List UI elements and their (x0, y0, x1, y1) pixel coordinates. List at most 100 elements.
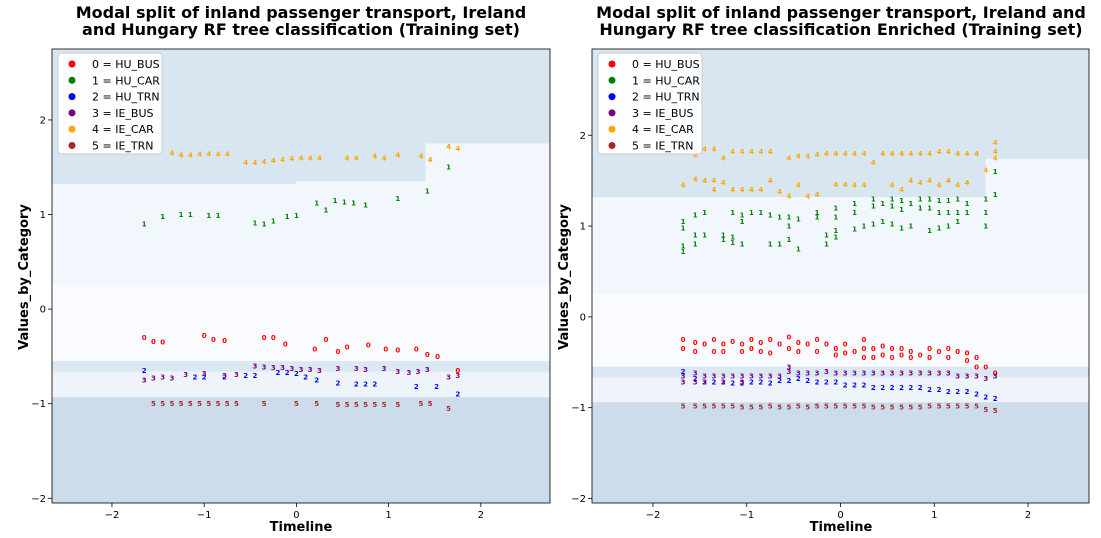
chart-right-point-class-4-7: 4 (711, 186, 716, 194)
chart-right-point-class-0-29: 0 (843, 341, 848, 349)
chart-right-point-class-0-12: 0 (749, 336, 754, 344)
chart-right-point-class-5-21: 5 (880, 403, 885, 411)
chart-left-point-class-3-6: 3 (222, 372, 227, 380)
chart-left-point-class-4-5: 4 (206, 151, 211, 159)
chart-right-point-class-0-47: 0 (927, 354, 932, 362)
chart-right-point-class-0-50: 0 (946, 354, 951, 362)
chart-right-region-class-0 (592, 294, 1089, 367)
chart-right-point-class-4-17: 4 (758, 186, 763, 194)
chart-right-point-class-2-23: 2 (899, 384, 904, 392)
chart-right-point-class-0-43: 0 (908, 348, 913, 356)
chart-left-point-class-1-10: 1 (294, 212, 299, 220)
chart-right-point-class-4-21: 4 (786, 155, 791, 163)
chart-left-legend-marker-2 (68, 93, 76, 101)
chart-right-point-class-0-23: 0 (805, 341, 810, 349)
chart-right-point-class-1-62: 1 (946, 209, 951, 217)
chart-left-point-class-5-18: 5 (382, 401, 387, 409)
chart-right-point-class-3-32: 3 (927, 370, 932, 378)
chart-right-point-class-4-42: 4 (899, 150, 904, 158)
chart-left-point-class-5-15: 5 (354, 401, 359, 409)
chart-left-point-class-2-3: 2 (222, 374, 227, 382)
chart-left-point-class-5-7: 5 (216, 400, 221, 408)
chart-right-point-class-1-56: 1 (927, 204, 932, 212)
chart-right-point-class-4-62: 4 (993, 155, 998, 163)
chart-left-x-tick-label: 0 (293, 510, 299, 521)
chart-left-frame (51, 48, 551, 504)
chart-left-title-line-2: and Hungary RF tree classification (Trai… (82, 20, 520, 39)
chart-left-point-class-0-3: 0 (202, 332, 207, 340)
chart-right-point-class-1-45: 1 (890, 195, 895, 203)
chart-left-point-class-4-18: 4 (354, 154, 359, 162)
chart-right-point-class-5-4: 5 (721, 402, 726, 410)
chart-right-legend-label-2: 2 = HU_TRN (632, 91, 700, 104)
chart-left-point-class-4-9: 4 (252, 159, 257, 167)
chart-right-point-class-5-20: 5 (871, 403, 876, 411)
chart-right-point-class-3-1: 3 (681, 379, 686, 387)
chart-left-legend-label-4: 4 = IE_CAR (92, 123, 154, 136)
chart-right-point-class-0-14: 0 (758, 339, 763, 347)
chart-right-point-class-4-22: 4 (786, 193, 791, 201)
chart-right-point-class-4-24: 4 (796, 182, 801, 190)
chart-left-point-class-3-17: 3 (354, 365, 359, 373)
chart-right-point-class-5-3: 5 (711, 402, 716, 410)
chart-left-point-class-5-11: 5 (294, 400, 299, 408)
chart-right-point-class-4-55: 4 (955, 182, 960, 190)
chart-right-point-class-1-39: 1 (861, 223, 866, 231)
chart-right-point-class-3-31: 3 (918, 370, 923, 378)
chart-right-point-class-5-28: 5 (946, 402, 951, 410)
chart-left-point-class-3-25: 3 (455, 372, 460, 380)
chart-left-point-class-1-14: 1 (342, 199, 347, 207)
chart-right-point-class-1-66: 1 (955, 218, 960, 226)
chart-right-point-class-3-28: 3 (890, 370, 895, 378)
chart-right-point-class-0-45: 0 (918, 352, 923, 360)
chart-right-point-class-2-8: 2 (758, 379, 763, 387)
chart-left-legend-marker-5 (68, 142, 76, 149)
chart-left-point-class-3-18: 3 (363, 366, 368, 374)
chart-right-point-class-1-8: 1 (702, 232, 707, 240)
chart-right-point-class-2-5: 2 (730, 380, 735, 388)
chart-left-point-class-3-22: 3 (416, 368, 421, 376)
chart-right-point-class-1-53: 1 (918, 195, 923, 203)
chart-right-point-class-1-37: 1 (852, 209, 857, 217)
chart-right-point-class-4-45: 4 (908, 177, 913, 185)
chart-right-point-class-0-15: 0 (758, 348, 763, 356)
chart-left-point-class-2-6: 2 (275, 369, 280, 377)
chart-left-legend-marker-1 (68, 76, 76, 84)
chart-right-y-tick-label: 0 (580, 312, 586, 323)
chart-left-point-class-3-12: 3 (289, 365, 294, 373)
chart-left-point-class-5-10: 5 (262, 400, 267, 408)
chart-right-point-class-4-14: 4 (749, 148, 754, 156)
chart-right-point-class-0-31: 0 (852, 348, 857, 356)
chart-right-point-class-3-29: 3 (899, 370, 904, 378)
chart-left-point-class-0-6: 0 (262, 334, 267, 342)
chart-left: Modal split of inland passenger transpor… (17, 3, 551, 535)
chart-right-point-class-2-13: 2 (805, 377, 810, 385)
chart-right-point-class-5-11: 5 (786, 403, 791, 411)
chart-left-point-class-4-8: 4 (243, 159, 248, 167)
chart-right-point-class-0-33: 0 (861, 345, 866, 353)
chart-right-point-class-0-13: 0 (749, 345, 754, 353)
chart-left-point-class-0-0: 0 (142, 334, 147, 342)
chart-right-point-class-1-38: 1 (852, 225, 857, 233)
chart-left-point-class-1-5: 1 (216, 212, 221, 220)
chart-right-point-class-2-19: 2 (861, 382, 866, 390)
chart-right-point-class-4-56: 4 (965, 150, 970, 158)
chart-left-y-tick-label: −1 (31, 399, 46, 410)
chart-left-point-class-0-19: 0 (455, 367, 460, 375)
chart-right-point-class-1-22: 1 (777, 241, 782, 249)
chart-right-point-class-1-18: 1 (758, 209, 763, 217)
chart-left-point-class-3-11: 3 (280, 364, 285, 372)
chart-right-point-class-1-3: 1 (681, 248, 686, 256)
chart-left-legend-marker-0 (68, 60, 76, 68)
chart-right-point-class-0-27: 0 (833, 345, 838, 353)
chart-left-point-class-3-14: 3 (308, 366, 313, 374)
chart-right-point-class-0-8: 0 (721, 348, 726, 356)
chart-right-point-class-1-61: 1 (946, 197, 951, 205)
chart-left-point-class-5-8: 5 (225, 400, 230, 408)
chart-right-point-class-4-54: 4 (955, 150, 960, 158)
chart-left-point-class-5-6: 5 (206, 400, 211, 408)
chart-right-point-class-3-19: 3 (805, 370, 810, 378)
chart-left-point-class-1-11: 1 (314, 200, 319, 208)
chart-right-point-class-4-5: 4 (711, 145, 716, 153)
chart-right-point-class-4-60: 4 (993, 139, 998, 147)
